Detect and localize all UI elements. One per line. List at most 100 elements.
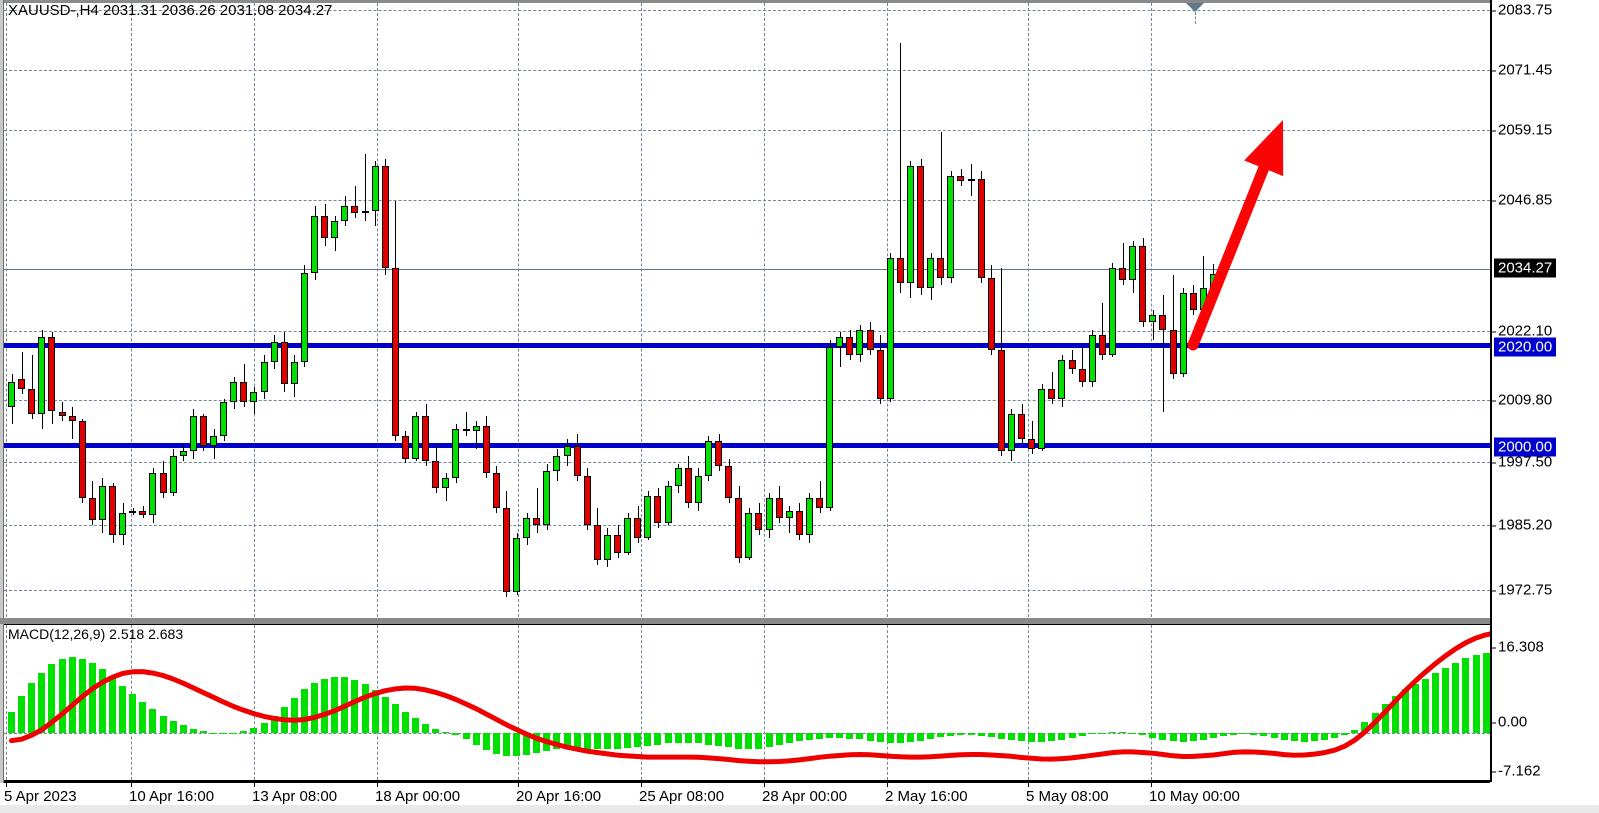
macd-histogram-bar — [1179, 732, 1187, 742]
candle-body — [98, 485, 106, 521]
macd-histogram-bar — [1331, 732, 1339, 738]
macd-histogram-bar — [149, 708, 157, 733]
macd-histogram-bar — [1250, 732, 1258, 735]
macd-histogram-bar — [664, 732, 672, 744]
candle-body — [1129, 245, 1137, 281]
macd-histogram-bar — [634, 732, 642, 748]
candle-body — [179, 451, 187, 457]
macd-histogram-bar — [331, 676, 339, 733]
last-price-line — [4, 269, 1490, 270]
macd-histogram-bar — [18, 695, 26, 733]
candle-wick — [1032, 421, 1033, 454]
candle-body — [624, 517, 632, 553]
macd-histogram-bar — [735, 732, 743, 749]
candle-body — [240, 381, 248, 402]
macd-histogram-bar — [1361, 722, 1369, 733]
candle-body — [68, 416, 76, 422]
window-bottom-strip — [0, 805, 1599, 813]
candle-body — [401, 436, 409, 459]
candle-body — [462, 428, 470, 432]
candle-body — [18, 379, 26, 390]
macd-histogram-bar — [674, 732, 682, 743]
price-axis[interactable]: 2083.75 2071.45 2059.15 2046.85 2034.27 2022.… — [1490, 0, 1599, 782]
candle-body — [634, 517, 642, 538]
time-axis-tick — [518, 783, 519, 787]
candle-body — [1058, 359, 1066, 400]
candle-body — [896, 258, 904, 283]
macd-histogram-bar — [159, 715, 167, 733]
candle-body — [220, 401, 228, 437]
candle-body — [371, 166, 379, 211]
macd-histogram-bar — [725, 732, 733, 748]
macd-histogram-bar — [917, 732, 924, 741]
macd-histogram-bar — [199, 731, 207, 733]
candle-wick — [1052, 371, 1053, 405]
candle-body — [947, 176, 955, 278]
level-price-label[interactable]: 2000.00 — [1494, 437, 1557, 457]
candle-body — [189, 416, 197, 452]
macd-histogram-bar — [977, 732, 985, 736]
candle-body — [230, 381, 238, 402]
candle-body — [563, 446, 571, 457]
candle-body — [361, 210, 369, 214]
time-gridline — [1028, 625, 1029, 780]
period-separator-line — [1195, 12, 1196, 24]
time-axis-tick — [377, 783, 378, 787]
price-chart-panel[interactable] — [4, 3, 1490, 617]
macd-histogram-bar — [1442, 667, 1450, 733]
candle-wick — [72, 406, 73, 439]
macd-histogram-bar — [1159, 732, 1167, 740]
candle-body — [311, 215, 318, 273]
macd-histogram-bar — [896, 732, 904, 743]
macd-histogram-bar — [856, 732, 864, 740]
macd-histogram-bar — [1088, 732, 1096, 734]
candle-wick — [1102, 302, 1103, 360]
macd-histogram-bar — [311, 682, 318, 733]
candle-body — [755, 513, 763, 531]
price-gridline — [4, 70, 1490, 71]
candle-body — [250, 391, 258, 402]
price-level-line[interactable] — [4, 443, 1490, 448]
macd-axis-tick-label: 0.00 — [1490, 713, 1528, 731]
time-gridline — [887, 625, 888, 780]
macd-histogram-bar — [1038, 732, 1046, 742]
candle-body — [785, 510, 793, 518]
level-price-label[interactable]: 2020.00 — [1494, 337, 1557, 357]
candle-body — [1159, 314, 1167, 330]
candle-body — [684, 468, 692, 504]
macd-histogram-bar — [1300, 732, 1308, 742]
candle-wick — [466, 411, 467, 437]
macd-histogram-bar — [1401, 689, 1409, 733]
candle-body — [977, 178, 985, 278]
candle-body — [1028, 438, 1036, 449]
macd-histogram-bar — [1119, 732, 1126, 734]
macd-indicator-panel[interactable] — [4, 625, 1490, 780]
macd-histogram-bar — [1220, 732, 1227, 736]
candle-body — [1139, 245, 1147, 323]
candle-body — [391, 267, 399, 437]
candle-wick — [1163, 295, 1164, 412]
macd-histogram-bar — [462, 732, 470, 739]
macd-histogram-bar — [1432, 673, 1440, 733]
candle-body — [1209, 274, 1217, 288]
candle-body — [593, 525, 601, 561]
macd-histogram-bar — [533, 732, 541, 753]
candle-body — [58, 411, 66, 417]
candle-body — [735, 498, 743, 558]
macd-histogram-bar — [1270, 732, 1278, 738]
price-axis-tick-label: 1997.50 — [1490, 453, 1553, 471]
price-axis-tick-label: 2059.15 — [1490, 121, 1553, 139]
last-price-label[interactable]: 2034.27 — [1494, 258, 1557, 278]
macd-histogram-bar — [553, 732, 561, 750]
macd-histogram-bar — [28, 682, 36, 733]
price-level-line[interactable] — [4, 343, 1490, 348]
candle-body — [906, 166, 914, 283]
macd-histogram-bar — [1351, 730, 1359, 733]
candle-body — [1018, 413, 1025, 439]
candle-wick — [1153, 310, 1154, 340]
time-axis-label: 13 Apr 08:00 — [252, 788, 338, 805]
candle-body — [129, 510, 137, 513]
macd-histogram-bar — [78, 658, 86, 733]
time-gridline — [1151, 625, 1152, 780]
macd-histogram-bar — [401, 711, 409, 733]
